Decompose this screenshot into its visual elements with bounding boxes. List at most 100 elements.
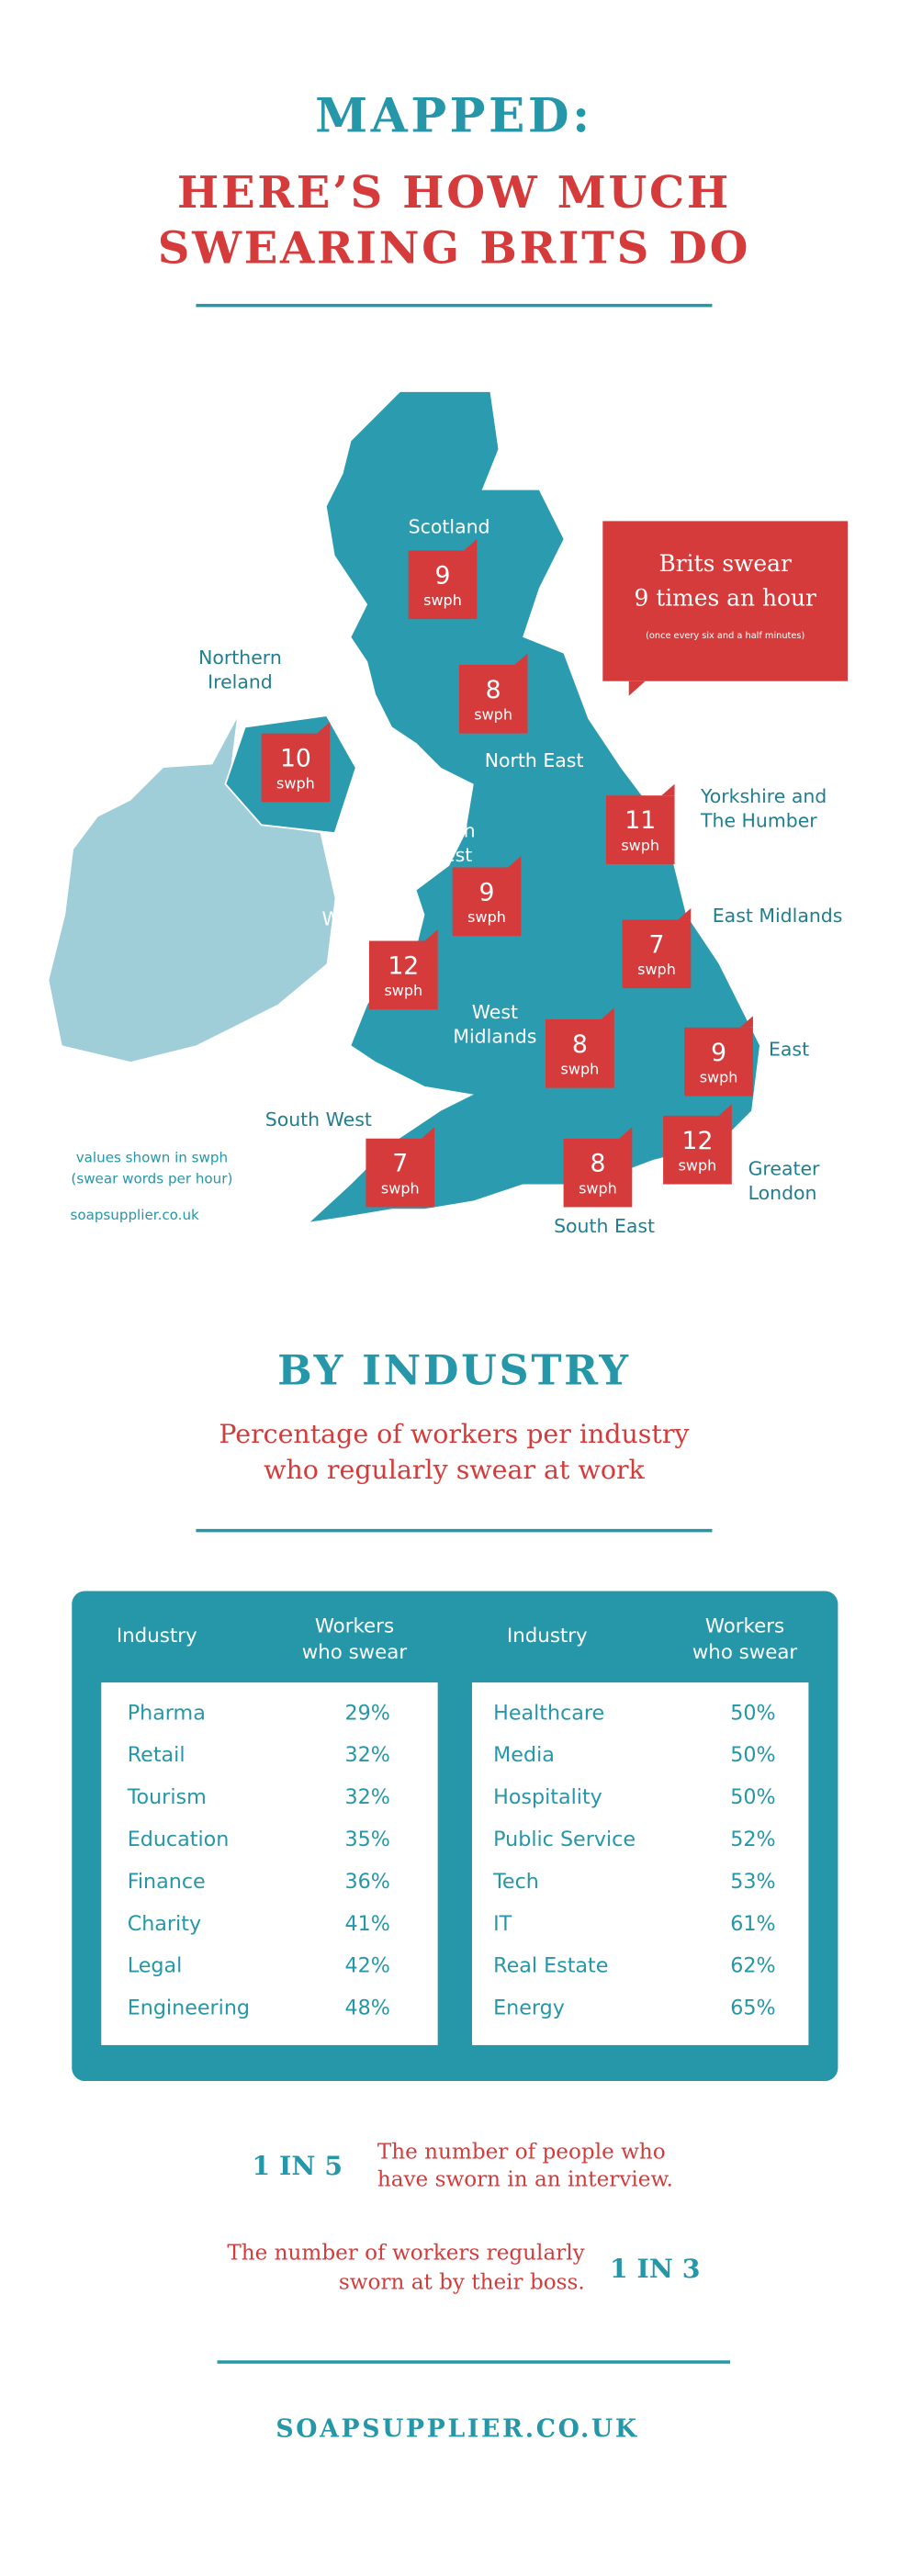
industry-name: Energy (493, 1997, 565, 2020)
region-unit: swph (561, 1061, 600, 1078)
subtitle: HERE’S HOW MUCH (177, 167, 731, 219)
industry-name: Engineering (128, 1997, 250, 2020)
region-label: Northern (198, 647, 282, 669)
region-label: Ireland (208, 670, 273, 692)
footer: SOAPSUPPLIER.CO.UK (276, 2415, 638, 2444)
region-label: East Midlands (713, 905, 843, 927)
badge-tail (421, 1127, 435, 1139)
region-badge (605, 795, 675, 864)
region-badge (546, 1018, 614, 1088)
region-value: 7 (649, 930, 665, 959)
stat-figure: 1 IN 5 (252, 2150, 343, 2181)
region-label: East (769, 1039, 809, 1061)
region-unit: swph (467, 908, 506, 926)
industry-percent: 42% (344, 1954, 389, 1978)
map-note: values shown in swph (76, 1150, 228, 1166)
industry-percent: 48% (344, 1997, 389, 2020)
industry-percent: 61% (730, 1912, 775, 1936)
callout-note: (once every six and a half minutes) (646, 631, 804, 641)
industry-name: Retail (128, 1743, 186, 1767)
section-subtitle: who regularly swear at work (264, 1455, 645, 1485)
region-value: 8 (572, 1030, 588, 1059)
region-label: West (472, 1001, 518, 1023)
table-header: Industry (117, 1625, 197, 1648)
industry-percent: 32% (344, 1785, 389, 1809)
region-label: The Humber (700, 810, 817, 832)
region-badge (366, 1138, 435, 1208)
section-title: BY INDUSTRY (277, 1346, 631, 1394)
industry-percent: 29% (344, 1701, 389, 1725)
stat-text: The number of people who (377, 2140, 666, 2164)
table-body (101, 1682, 438, 2045)
table-header: who swear (692, 1641, 798, 1664)
region-value: 9 (479, 878, 495, 906)
industry-name: Pharma (128, 1701, 206, 1725)
industry-percent: 53% (730, 1870, 775, 1894)
industry-percent: 32% (344, 1743, 389, 1767)
industry-percent: 50% (730, 1701, 775, 1725)
region-unit: swph (621, 837, 659, 854)
subtitle: SWEARING BRITS DO (158, 222, 750, 274)
industry-percent: 36% (344, 1870, 389, 1894)
region-label: Wales (321, 907, 377, 929)
callout-tail (628, 681, 646, 696)
map-note: (swear words per hour) (71, 1171, 232, 1187)
region-label: South West (265, 1108, 372, 1131)
ireland (49, 718, 335, 1063)
region-label: South East (554, 1215, 655, 1237)
badge-tail (739, 1016, 753, 1028)
region-label: Scotland (409, 516, 490, 538)
region-unit: swph (276, 774, 315, 792)
industry-percent: 52% (730, 1828, 775, 1851)
industry-name: Legal (128, 1954, 183, 1978)
region-unit: swph (423, 591, 462, 609)
stat-figure: 1 IN 3 (610, 2253, 701, 2284)
region-badge (563, 1138, 633, 1208)
region-unit: swph (637, 961, 676, 978)
stat-text: have sworn in an interview. (377, 2168, 673, 2192)
region-unit: swph (474, 706, 512, 724)
region-badge (261, 733, 331, 803)
region-unit: swph (384, 982, 422, 999)
region-label: North East (485, 749, 584, 771)
region-label: London (748, 1182, 817, 1204)
region-unit: swph (579, 1179, 617, 1197)
region-badge (368, 940, 438, 1010)
region-unit: swph (679, 1156, 717, 1174)
region-badge (458, 664, 528, 734)
region-badge (622, 919, 692, 989)
callout: Brits swear 9 times an hour (once every … (602, 521, 849, 696)
region-label: West (426, 844, 472, 866)
title: MAPPED: (315, 88, 593, 143)
region-value: 8 (486, 676, 501, 704)
badge-tail (678, 907, 692, 920)
region-badge (663, 1115, 732, 1185)
badge-tail (661, 783, 675, 796)
table-header: Workers (705, 1615, 784, 1638)
industry-name: Hospitality (493, 1785, 602, 1809)
industry-name: IT (493, 1912, 512, 1936)
industry-percent: 62% (730, 1954, 775, 1978)
stat-text: sworn at by their boss. (339, 2271, 585, 2295)
callout-text: Brits swear (658, 550, 791, 577)
region-label: Midlands (453, 1025, 536, 1047)
industry-percent: 50% (730, 1743, 775, 1767)
region-badge (408, 550, 478, 620)
industry-percent: 65% (730, 1997, 775, 2020)
table-header: who swear (302, 1641, 408, 1664)
table-body (472, 1682, 809, 2045)
industry-name: Healthcare (493, 1701, 604, 1725)
region-unit: swph (381, 1179, 420, 1197)
region-value: 12 (681, 1127, 713, 1155)
badge-tail (317, 722, 331, 734)
region-label: Greater (748, 1158, 820, 1180)
callout-box (602, 521, 849, 681)
stat-text: The number of workers regularly (227, 2242, 584, 2266)
region-value: 9 (435, 561, 451, 590)
badge-tail (424, 929, 438, 941)
region-badge (452, 867, 522, 937)
region-label: Yorkshire and (700, 785, 827, 807)
industry-name: Finance (128, 1870, 206, 1894)
badge-tail (508, 856, 522, 868)
